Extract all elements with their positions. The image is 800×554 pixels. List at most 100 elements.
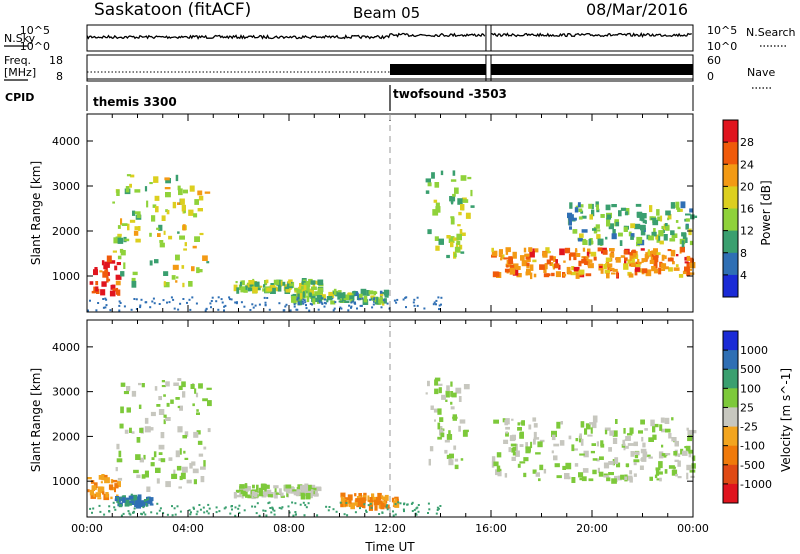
echo-cell bbox=[446, 454, 451, 459]
xtick-label: 08:00 bbox=[273, 522, 305, 535]
echo-cell bbox=[305, 307, 308, 310]
echo-cell bbox=[326, 299, 329, 303]
echo-cell bbox=[431, 172, 435, 179]
echo-cell bbox=[261, 483, 266, 489]
echo-cell bbox=[437, 296, 440, 299]
echo-cell bbox=[428, 508, 431, 511]
echo-cell bbox=[223, 507, 226, 510]
echo-cell bbox=[376, 496, 382, 501]
echo-cell bbox=[230, 298, 233, 301]
echo-cell bbox=[435, 299, 438, 302]
echo-cell bbox=[416, 296, 419, 299]
echo-cell bbox=[354, 493, 357, 497]
echo-cell bbox=[383, 298, 387, 304]
echo-cell bbox=[177, 185, 181, 191]
echo-cell bbox=[417, 504, 420, 506]
noise-tick-top-right: 10^5 bbox=[707, 24, 737, 37]
echo-cell bbox=[94, 267, 98, 271]
echo-cell bbox=[690, 257, 693, 263]
echo-cell bbox=[516, 273, 522, 278]
echo-cell bbox=[606, 477, 611, 482]
echo-cell bbox=[647, 249, 650, 256]
echo-cell bbox=[538, 478, 541, 482]
echo-cell bbox=[291, 295, 297, 303]
echo-cell bbox=[608, 447, 612, 452]
echo-cell bbox=[587, 434, 593, 437]
echo-cell bbox=[630, 262, 636, 267]
echo-cell bbox=[671, 469, 678, 476]
echo-cell bbox=[631, 250, 637, 253]
echo-cell bbox=[270, 511, 273, 514]
echo-cell bbox=[411, 501, 414, 504]
echo-cell bbox=[641, 457, 647, 462]
echo-cell bbox=[163, 230, 166, 235]
echo-cell bbox=[676, 254, 679, 257]
echo-cell bbox=[340, 292, 346, 299]
echo-cell bbox=[555, 271, 561, 278]
echo-cell bbox=[680, 448, 684, 455]
echo-cell bbox=[649, 259, 655, 264]
echo-cell bbox=[620, 255, 626, 258]
echo-cell bbox=[196, 430, 201, 435]
echo-cell bbox=[652, 219, 659, 226]
echo-cell bbox=[555, 259, 558, 265]
echo-cell bbox=[605, 236, 608, 240]
echo-cell bbox=[688, 268, 692, 271]
echo-cell bbox=[589, 214, 593, 220]
echo-cell bbox=[350, 299, 353, 304]
echo-cell bbox=[569, 202, 573, 209]
echo-cell bbox=[192, 403, 195, 407]
echo-cell bbox=[597, 467, 600, 473]
echo-cell bbox=[633, 462, 637, 466]
echo-cell bbox=[358, 493, 362, 498]
echo-cell bbox=[684, 266, 690, 272]
echo-cell bbox=[512, 263, 519, 270]
echo-cell bbox=[385, 505, 388, 508]
echo-cell bbox=[118, 300, 121, 303]
echo-cell bbox=[491, 456, 496, 463]
echo-cell bbox=[256, 484, 259, 491]
echo-cell bbox=[135, 454, 141, 460]
echo-cell bbox=[183, 210, 186, 214]
echo-cell bbox=[373, 499, 378, 506]
echo-cell bbox=[166, 301, 168, 304]
echo-cell bbox=[619, 240, 623, 246]
echo-cell bbox=[435, 512, 438, 515]
echo-cell bbox=[165, 417, 171, 421]
echo-cell bbox=[296, 489, 300, 496]
echo-cell bbox=[98, 504, 101, 507]
noise-tick-bottom-left: 10^0 bbox=[20, 40, 50, 53]
echo-cell bbox=[633, 473, 637, 477]
power-colorbar-swatch bbox=[723, 142, 738, 165]
echo-cell bbox=[263, 296, 266, 299]
echo-cell bbox=[93, 269, 98, 276]
echo-cell bbox=[370, 506, 373, 509]
echo-cell bbox=[650, 256, 653, 260]
echo-cell bbox=[129, 500, 135, 505]
echo-cell bbox=[163, 271, 169, 276]
echo-cell bbox=[272, 508, 274, 511]
echo-cell bbox=[145, 504, 148, 507]
echo-cell bbox=[440, 303, 442, 306]
echo-cell bbox=[413, 298, 416, 301]
echo-cell bbox=[354, 511, 357, 514]
echo-cell bbox=[590, 251, 597, 257]
echo-cell bbox=[565, 462, 572, 470]
echo-cell bbox=[510, 443, 517, 447]
echo-cell bbox=[457, 198, 463, 205]
echo-cell bbox=[163, 419, 166, 425]
echo-cell bbox=[500, 254, 503, 259]
noise-trace bbox=[86, 25, 692, 51]
echo-cell bbox=[132, 210, 136, 216]
echo-cell bbox=[148, 427, 154, 431]
echo-cell bbox=[655, 234, 660, 240]
echo-cell bbox=[525, 271, 528, 276]
power-ytick-label: 4000 bbox=[52, 135, 80, 148]
echo-cell bbox=[542, 251, 548, 258]
echo-cell bbox=[686, 255, 691, 261]
echo-cell bbox=[655, 467, 661, 471]
echo-cell bbox=[446, 434, 453, 440]
echo-cell bbox=[247, 486, 251, 491]
echo-cell bbox=[505, 248, 509, 255]
echo-cell bbox=[458, 396, 462, 402]
